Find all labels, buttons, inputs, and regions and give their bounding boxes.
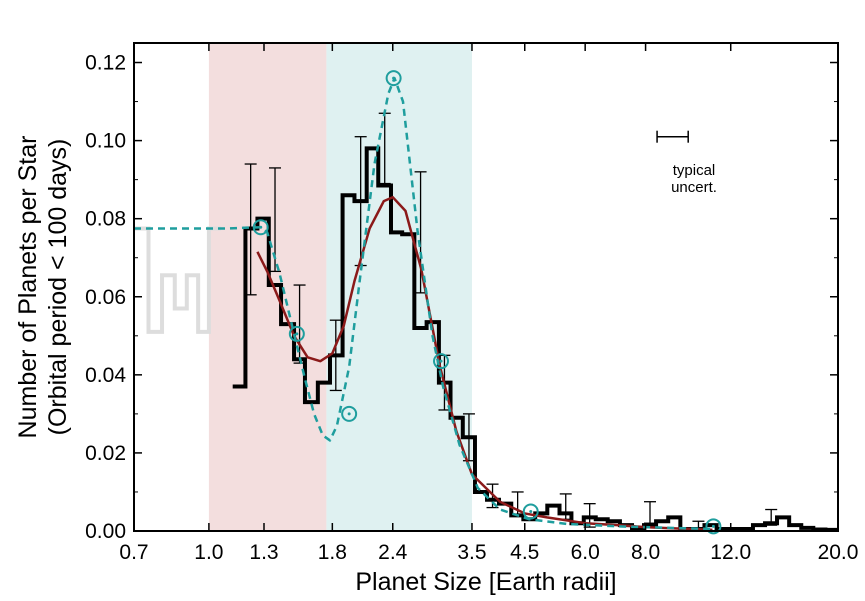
y-tick-label: 0.04 <box>85 364 126 387</box>
fit-circle-dot-5 <box>529 509 533 513</box>
fit-circle-dot-4 <box>439 359 443 363</box>
fit-circles <box>252 70 722 535</box>
error-bar-0 <box>244 163 257 296</box>
shaded-regions <box>208 43 472 531</box>
fit-circle-2 <box>341 405 358 422</box>
error-bar-15 <box>765 508 778 526</box>
error-bar-2 <box>293 284 306 364</box>
fit-circle-0 <box>252 219 269 236</box>
uncertainty-annotation: typical uncert. <box>656 130 717 196</box>
y-tick-label: 0.06 <box>85 286 126 309</box>
error-bars <box>244 112 778 530</box>
annotation-line2: uncert. <box>671 179 717 196</box>
x-tick-label: 20.0 <box>818 541 859 564</box>
fit-circle-6 <box>705 518 722 535</box>
y-axis-title-line2: (Orbital period < 100 days) <box>44 139 72 436</box>
fit-circle-5 <box>522 503 539 520</box>
x-tick-label: 1.3 <box>249 541 278 564</box>
fit-circle-dot-2 <box>347 412 351 416</box>
annotation-line1: typical <box>673 162 716 179</box>
x-axis-title: Planet Size [Earth radii] <box>355 568 616 596</box>
y-axis-title-line1: Number of Planets per Star <box>14 136 42 439</box>
x-tick-label: 4.5 <box>510 541 539 564</box>
shaded-region-1 <box>326 43 472 531</box>
fit-circle-dot-6 <box>711 524 715 528</box>
x-tick-label: 8.0 <box>631 541 660 564</box>
fit-circle-dot-0 <box>259 225 263 229</box>
x-tick-label: 1.0 <box>194 541 223 564</box>
plot-frame <box>133 42 839 532</box>
error-bar-3 <box>329 319 342 392</box>
x-axis: 0.7 1.0 1.3 1.8 2.4 3.5 4.5 6.0 8.0 12.0 20.0 <box>119 43 858 564</box>
y-tick-label: 0.12 <box>85 52 126 75</box>
y-axis: 0.00 0.02 0.04 0.06 0.08 0.10 0.12 <box>85 52 838 543</box>
x-tick-label: 12.0 <box>710 541 751 564</box>
gray-histogram <box>134 226 222 334</box>
fit-circle-dot-1 <box>295 332 299 336</box>
fit-circle-3 <box>385 70 402 87</box>
fit-circle-1 <box>288 325 305 342</box>
y-tick-label: 0.08 <box>85 208 126 231</box>
x-tick-label: 3.5 <box>457 541 486 564</box>
x-tick-label: 0.7 <box>119 541 148 564</box>
y-tick-label: 0.00 <box>85 520 126 543</box>
error-bar-8 <box>462 413 475 462</box>
fit-circle-4 <box>433 353 450 370</box>
y-tick-label: 0.10 <box>85 130 126 153</box>
y-tick-label: 0.02 <box>85 442 126 465</box>
fit-circle-dot-3 <box>392 76 396 80</box>
x-tick-label: 6.0 <box>571 541 600 564</box>
x-tick-label: 1.8 <box>318 541 347 564</box>
x-tick-label: 2.4 <box>378 541 408 564</box>
gray-histogram-line <box>134 226 222 334</box>
